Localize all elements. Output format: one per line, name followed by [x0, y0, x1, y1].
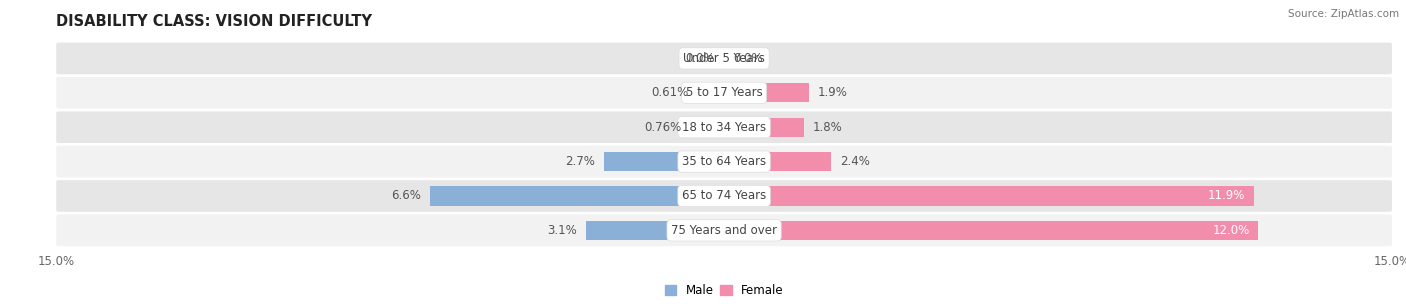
Text: 0.0%: 0.0% — [686, 52, 716, 65]
Bar — [690, 118, 724, 137]
FancyBboxPatch shape — [56, 180, 1392, 212]
Text: 2.7%: 2.7% — [565, 155, 595, 168]
Bar — [430, 186, 724, 206]
Text: 35 to 64 Years: 35 to 64 Years — [682, 155, 766, 168]
Legend: Male, Female: Male, Female — [659, 280, 789, 302]
Text: Under 5 Years: Under 5 Years — [683, 52, 765, 65]
Bar — [586, 221, 724, 240]
Text: 3.1%: 3.1% — [547, 224, 578, 237]
FancyBboxPatch shape — [56, 77, 1392, 109]
Text: 11.9%: 11.9% — [1208, 189, 1246, 202]
Text: 5 to 17 Years: 5 to 17 Years — [686, 86, 762, 99]
Bar — [724, 118, 804, 137]
Bar — [724, 186, 1254, 206]
Text: DISABILITY CLASS: VISION DIFFICULTY: DISABILITY CLASS: VISION DIFFICULTY — [56, 14, 373, 29]
Text: 18 to 34 Years: 18 to 34 Years — [682, 121, 766, 134]
Text: 65 to 74 Years: 65 to 74 Years — [682, 189, 766, 202]
Bar — [724, 221, 1258, 240]
Text: 1.9%: 1.9% — [818, 86, 848, 99]
Text: 2.4%: 2.4% — [839, 155, 870, 168]
FancyBboxPatch shape — [56, 215, 1392, 246]
Text: 6.6%: 6.6% — [391, 189, 422, 202]
Bar — [697, 83, 724, 102]
Text: 1.8%: 1.8% — [813, 121, 842, 134]
Text: 0.61%: 0.61% — [651, 86, 688, 99]
Bar — [605, 152, 724, 171]
Bar — [724, 83, 808, 102]
FancyBboxPatch shape — [56, 146, 1392, 178]
FancyBboxPatch shape — [56, 43, 1392, 74]
Text: 12.0%: 12.0% — [1212, 224, 1250, 237]
FancyBboxPatch shape — [56, 111, 1392, 143]
Bar — [724, 152, 831, 171]
Text: 0.0%: 0.0% — [733, 52, 762, 65]
Text: 0.76%: 0.76% — [644, 121, 682, 134]
Text: 75 Years and over: 75 Years and over — [671, 224, 778, 237]
Text: Source: ZipAtlas.com: Source: ZipAtlas.com — [1288, 9, 1399, 19]
